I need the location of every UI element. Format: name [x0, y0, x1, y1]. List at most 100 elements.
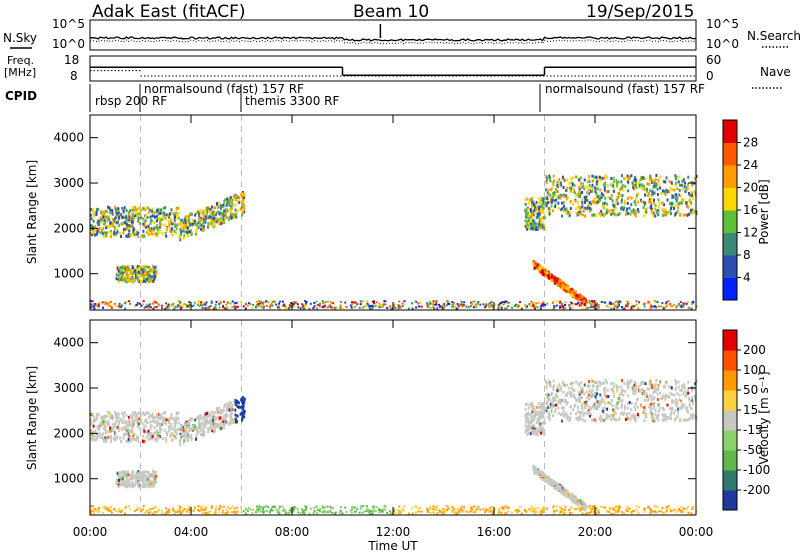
velocity-cell	[626, 412, 629, 416]
velocity-cell	[661, 396, 664, 400]
velocity-cell	[538, 405, 541, 409]
power-cell	[570, 186, 573, 190]
velocity-cell	[241, 418, 244, 422]
velocity-cell	[670, 386, 673, 390]
velocity-cell	[536, 471, 539, 475]
velocity-cell	[671, 399, 674, 403]
power-cell	[223, 218, 226, 221]
velocity-cell	[538, 412, 540, 416]
power-cell	[538, 210, 540, 214]
power-cell	[103, 215, 106, 219]
velocity-cell	[101, 415, 103, 419]
power-cell	[142, 229, 145, 233]
power-cell	[622, 208, 625, 211]
velocity-cell	[97, 433, 100, 436]
power-cell	[120, 272, 123, 275]
power-cell	[202, 212, 205, 216]
power-cell	[411, 302, 413, 305]
velocity-cell	[547, 415, 550, 419]
power-cell	[158, 212, 160, 216]
velocity-cell	[120, 427, 123, 431]
velocity-cell	[128, 479, 131, 483]
velocity-cell	[225, 420, 227, 424]
velocity-cell	[455, 512, 458, 515]
power-cell	[525, 215, 528, 219]
power-cell	[117, 305, 120, 308]
power-cell	[157, 216, 160, 220]
power-cell	[137, 235, 140, 238]
velocity-cell	[519, 506, 521, 509]
velocity-cell	[180, 426, 183, 430]
power-cell	[556, 184, 559, 187]
velocity-cell	[560, 508, 563, 510]
power-cell	[642, 176, 645, 180]
velocity-cell	[591, 418, 594, 422]
power-cell	[665, 302, 668, 305]
velocity-cell	[164, 422, 167, 426]
velocity-cell	[149, 432, 152, 436]
power-cell	[131, 279, 134, 283]
velocity-cell	[615, 418, 617, 422]
power-cell	[107, 230, 110, 234]
power-cell	[489, 301, 492, 304]
power-cell	[234, 203, 237, 207]
velocity-cell	[558, 389, 561, 393]
power-cell	[226, 301, 229, 304]
velocity-cell	[652, 510, 655, 513]
power-cell	[595, 187, 598, 191]
power-cell	[119, 306, 122, 308]
power-cell	[213, 206, 216, 210]
power-cell	[590, 186, 592, 190]
velocity-cell	[632, 416, 635, 420]
power-cell	[651, 211, 653, 215]
power-cell	[173, 213, 176, 217]
velocity-cell	[235, 420, 237, 424]
power-cell	[397, 305, 400, 308]
power-cell	[576, 200, 579, 204]
velocity-cell	[569, 496, 572, 500]
power-cell	[685, 302, 688, 305]
velocity-cell	[632, 413, 635, 417]
velocity-cell	[600, 414, 603, 418]
power-cell	[122, 268, 125, 272]
power-cell	[278, 307, 281, 310]
power-cell	[596, 200, 599, 204]
velocity-cell	[120, 480, 123, 484]
power-cell	[627, 189, 630, 193]
power-cell	[583, 187, 586, 191]
velocity-cell	[158, 417, 160, 421]
power-cell	[611, 199, 614, 203]
power-cell	[215, 307, 217, 310]
power-cell	[194, 301, 196, 304]
velocity-cell	[195, 416, 198, 420]
velocity-cell	[547, 393, 550, 397]
power-cell	[149, 230, 152, 234]
power-cell	[304, 300, 306, 303]
velocity-cell	[573, 404, 576, 408]
power-cell	[134, 206, 136, 209]
power-cell	[414, 300, 417, 303]
velocity-cell	[644, 382, 647, 386]
velocity-cell	[135, 474, 138, 477]
power-cell	[401, 304, 404, 307]
power-cell	[147, 228, 149, 232]
velocity-cell	[669, 407, 671, 411]
velocity-cell	[128, 473, 131, 477]
velocity-cell	[121, 470, 124, 474]
velocity-cell	[578, 501, 581, 504]
velocity-cell	[672, 399, 675, 403]
velocity-cell	[601, 409, 604, 413]
velocity-cell	[553, 511, 556, 514]
velocity-cell	[629, 417, 632, 421]
velocity-cell	[556, 488, 559, 492]
velocity-cell	[630, 379, 633, 383]
power-cell	[630, 203, 633, 207]
power-cell	[241, 211, 244, 215]
power-cell	[293, 301, 296, 303]
velocity-cell	[220, 427, 223, 431]
power-cell	[650, 178, 653, 182]
power-cell	[628, 206, 631, 210]
power-cell	[541, 223, 544, 227]
velocity-cell	[179, 510, 181, 513]
power-cell	[90, 224, 93, 228]
